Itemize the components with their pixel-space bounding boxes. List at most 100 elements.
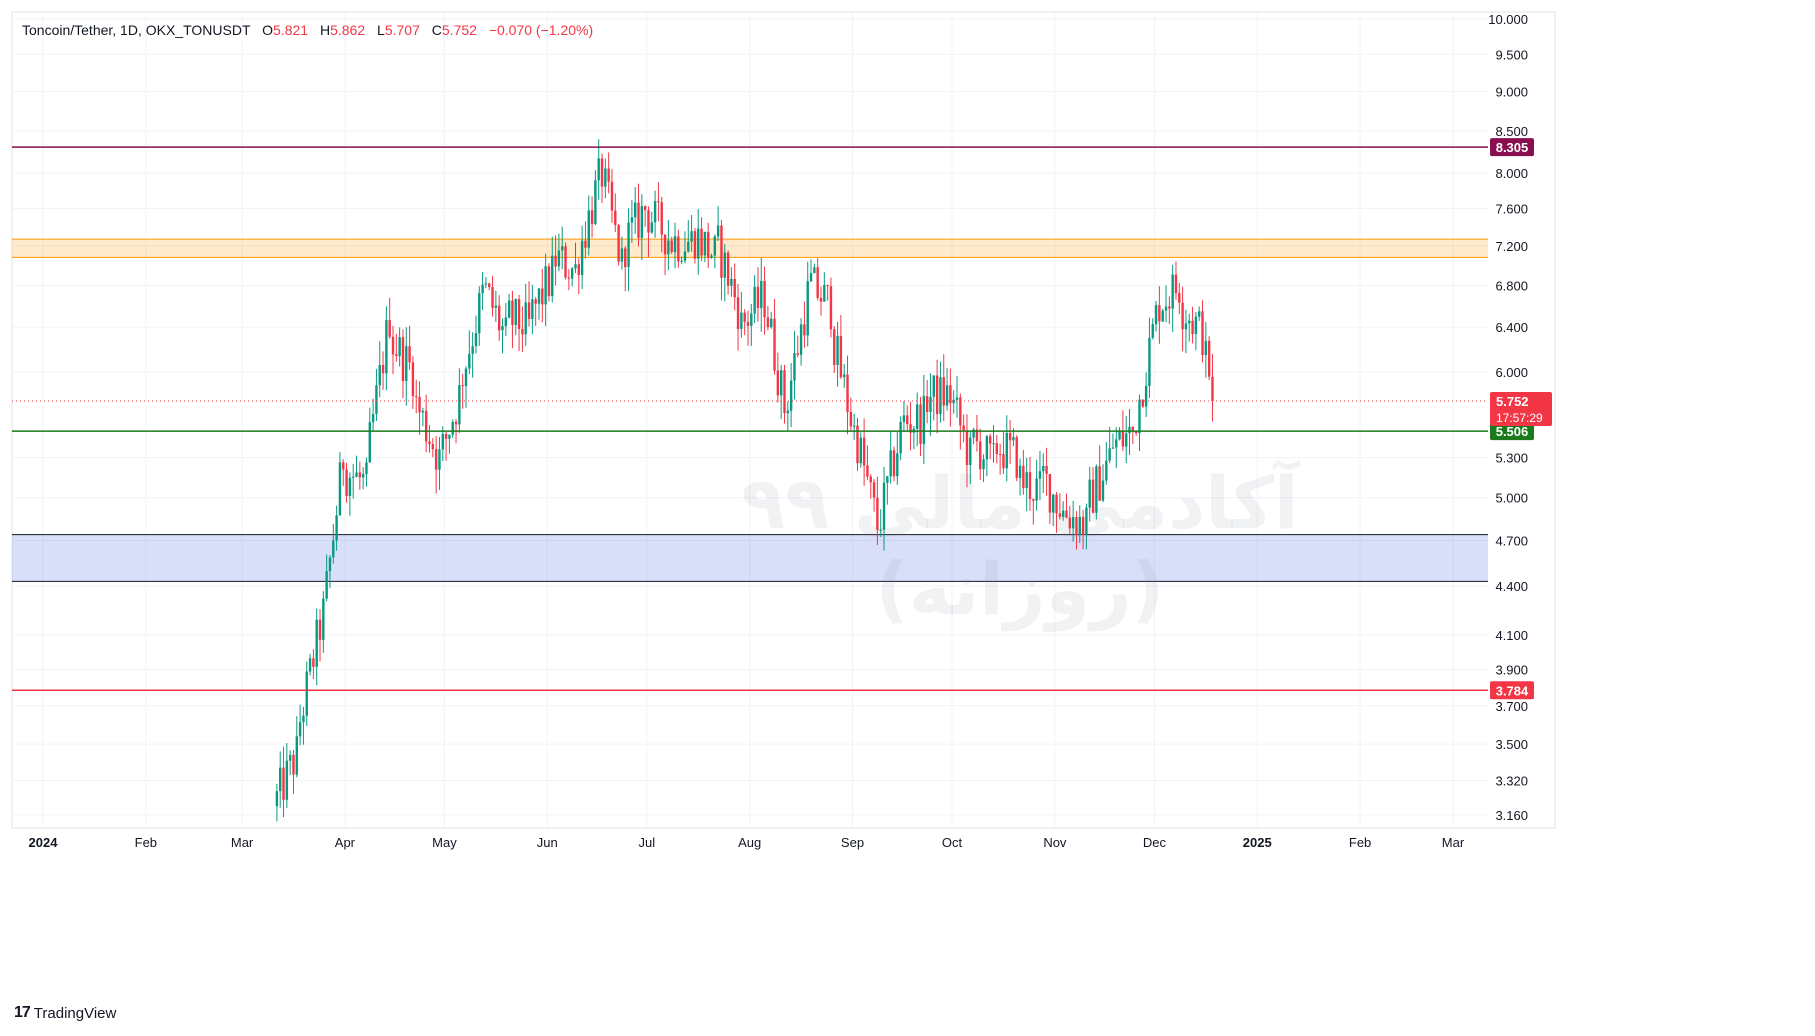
candle-body xyxy=(866,465,869,477)
candle-body xyxy=(1038,471,1042,479)
candle-body xyxy=(843,374,846,378)
candle-body xyxy=(896,453,899,477)
last-price-badge xyxy=(1490,391,1552,426)
candle-body xyxy=(889,450,892,477)
candle-body xyxy=(302,715,305,723)
candle-body xyxy=(547,266,551,297)
candle-body xyxy=(955,397,959,400)
candle-body xyxy=(1131,426,1135,431)
candle-body xyxy=(647,210,650,233)
candle-body xyxy=(846,374,849,412)
y-tick-label: 3.320 xyxy=(1495,774,1528,789)
level-badge xyxy=(1490,138,1534,157)
candle-body xyxy=(1201,311,1204,356)
candle-body xyxy=(381,365,385,374)
candle-body xyxy=(401,337,405,381)
candle-body xyxy=(823,285,826,302)
candle-body xyxy=(305,671,308,716)
candle-body xyxy=(451,421,454,435)
price-axis[interactable]: 10.000 9.500 9.000 8.500 8.000 7.600 7.200 6.80… xyxy=(1488,12,1528,823)
candle-body xyxy=(590,210,594,225)
candle-body xyxy=(876,497,879,531)
candle-body xyxy=(1178,293,1181,303)
candle-body xyxy=(972,429,975,438)
candle-body xyxy=(1022,465,1025,489)
candle-body xyxy=(295,736,298,775)
x-tick-label: Jun xyxy=(537,835,558,850)
x-tick-label: Oct xyxy=(942,835,963,850)
candle-body xyxy=(952,399,955,404)
candle-body xyxy=(1002,454,1005,469)
candle-body xyxy=(561,246,564,251)
x-tick-label: May xyxy=(432,835,457,850)
candle-body xyxy=(859,437,862,464)
candle-body xyxy=(809,273,813,282)
candle-body xyxy=(839,335,843,378)
candle-body xyxy=(292,754,295,775)
time-axis[interactable]: 2024 Feb Mar Apr May Jun Jul Aug Sep Oct Nov Dec 202… xyxy=(29,835,1465,850)
candle-body xyxy=(869,476,872,483)
candle-body xyxy=(988,436,992,444)
candle-body xyxy=(852,425,856,427)
candle-body xyxy=(481,284,484,294)
candle-body xyxy=(1108,448,1111,461)
candle-body xyxy=(464,368,468,387)
candle-body xyxy=(587,210,590,248)
candle-body xyxy=(1128,426,1131,434)
candle-body xyxy=(521,328,524,335)
candle-body xyxy=(1008,432,1012,441)
candle-body xyxy=(1095,466,1098,513)
candle-body xyxy=(458,385,461,425)
candle-body xyxy=(710,255,713,258)
symbol-legend[interactable]: Toncoin/Tether, 1D, OKX_TONUSDT O5.821 H… xyxy=(22,22,593,38)
candle-body xyxy=(557,250,561,267)
candle-body xyxy=(736,297,740,329)
candle-body xyxy=(786,410,790,414)
candle-body xyxy=(610,181,614,211)
candle-body xyxy=(693,231,697,259)
candle-body xyxy=(634,202,637,218)
candle-body xyxy=(716,225,720,237)
candle-body xyxy=(697,228,700,259)
candle-body xyxy=(531,299,534,320)
x-tick-label: Sep xyxy=(841,835,864,850)
candle-body xyxy=(1068,517,1072,529)
open-value: 5.821 xyxy=(273,22,309,38)
candle-body xyxy=(630,217,634,223)
candle-body xyxy=(1081,516,1085,535)
candle-body xyxy=(667,240,670,255)
candle-body xyxy=(979,441,982,470)
candle-body xyxy=(312,658,315,667)
candle-body xyxy=(882,482,886,530)
candle-body xyxy=(1035,478,1038,501)
candle-body xyxy=(424,410,428,442)
candle-body xyxy=(415,396,418,398)
candle-body xyxy=(1015,437,1018,478)
candle-body xyxy=(1032,499,1035,501)
candle-body xyxy=(783,370,786,414)
candle-body xyxy=(318,619,322,640)
y-tick-label: 3.160 xyxy=(1495,808,1528,823)
candle-body xyxy=(720,225,723,278)
candle-body xyxy=(438,449,441,470)
candle-body xyxy=(922,396,926,444)
candle-body xyxy=(1088,479,1091,508)
candle-body xyxy=(703,231,707,256)
level-badge xyxy=(1490,422,1534,441)
demand-zone xyxy=(12,534,1488,582)
candle-body xyxy=(385,320,388,374)
tradingview-logo[interactable]: 17 TradingView xyxy=(14,1004,116,1022)
candle-body xyxy=(627,222,630,268)
candle-body xyxy=(275,791,279,807)
candle-body xyxy=(1207,340,1211,377)
candle-body xyxy=(434,449,438,470)
candle-body xyxy=(620,248,624,262)
candle-body xyxy=(352,476,355,478)
candle-body xyxy=(975,429,979,442)
candle-body xyxy=(935,375,939,415)
candle-body xyxy=(454,421,458,425)
price-zones xyxy=(12,238,1488,582)
y-tick-label: 6.800 xyxy=(1495,278,1528,293)
candle-body xyxy=(660,202,663,235)
